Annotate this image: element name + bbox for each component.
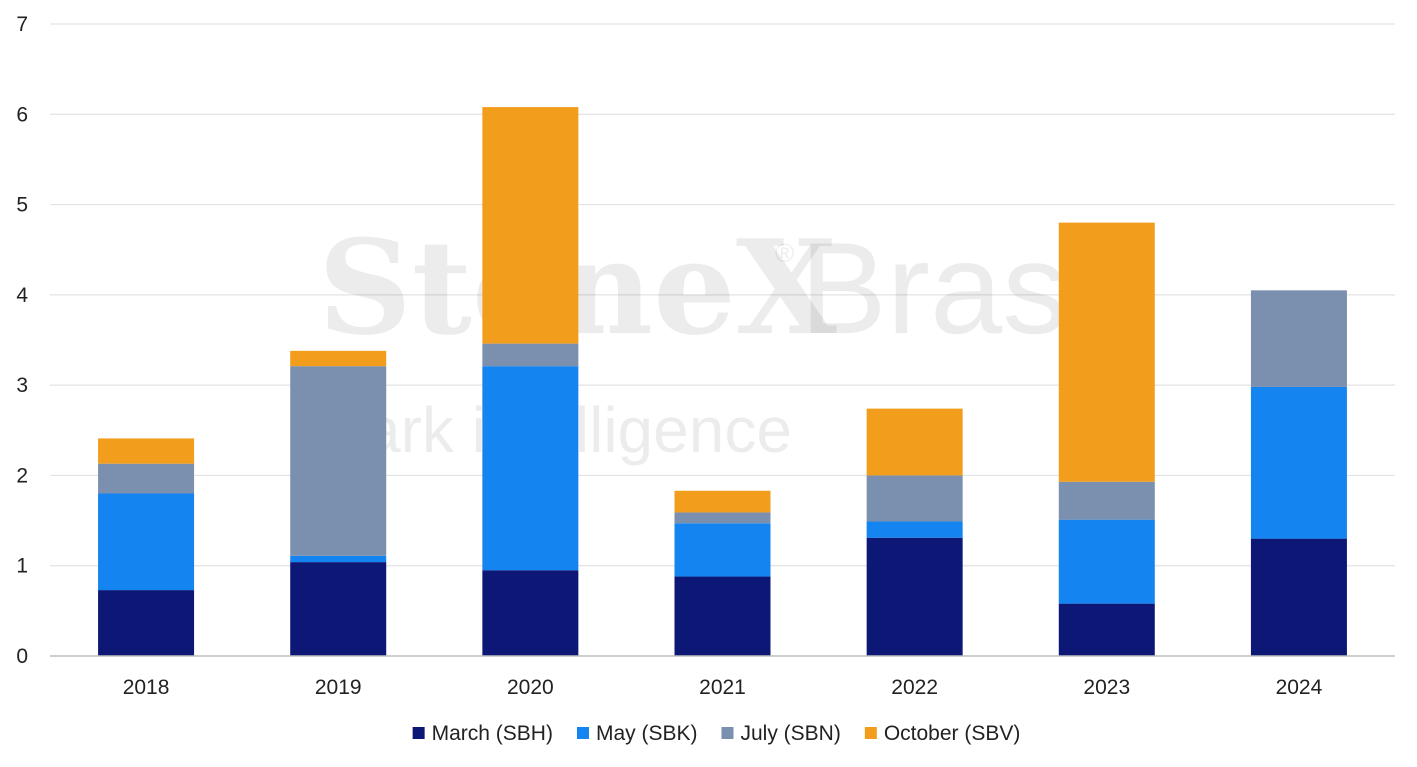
y-tick-label: 5 <box>16 194 28 217</box>
bar-segment-2021-3 <box>674 512 771 524</box>
y-tick-label: 7 <box>16 13 28 36</box>
bar-segment-2020-1 <box>482 570 579 656</box>
legend: March (SBH) May (SBK) July (SBN) October (S… <box>412 722 1021 745</box>
bar-segment-2020-4 <box>482 107 579 344</box>
bar-segment-2023-1 <box>1058 603 1155 656</box>
bar-segment-2022-3 <box>866 475 963 522</box>
y-tick-label: 2 <box>16 464 28 487</box>
bar-segment-2023-3 <box>1058 481 1155 520</box>
bar-segment-2019-1 <box>290 562 387 656</box>
bar-segment-2024-3 <box>1250 290 1347 387</box>
bar-segment-2020-3 <box>482 343 579 367</box>
bars <box>98 107 1347 656</box>
bar-segment-2020-2 <box>482 366 579 571</box>
bar-segment-2018-4 <box>98 438 195 464</box>
bar-segment-2024-1 <box>1250 538 1347 656</box>
x-tick-label: 2018 <box>123 676 170 699</box>
bar-segment-2019-4 <box>290 350 387 367</box>
y-tick-label: 3 <box>16 374 28 397</box>
bar-segment-2024-2 <box>1250 386 1347 539</box>
x-tick-label: 2019 <box>315 676 362 699</box>
y-tick-label: 6 <box>16 103 28 126</box>
watermark-tagline: ark intelligence <box>365 394 792 466</box>
x-tick-label: 2021 <box>699 676 746 699</box>
watermark-brand-suffix: Bras <box>800 215 1067 361</box>
x-tick-label: 2020 <box>507 676 554 699</box>
bar-segment-2021-2 <box>674 523 771 577</box>
bar-segment-2022-4 <box>866 408 963 476</box>
watermark-registered-mark: ® <box>775 238 794 268</box>
bar-segment-2018-3 <box>98 463 195 494</box>
legend-swatch <box>412 727 425 739</box>
bar-segment-2023-2 <box>1058 519 1155 604</box>
bar-segment-2021-1 <box>674 576 771 656</box>
bar-segment-2019-2 <box>290 555 387 563</box>
bar-segment-2023-4 <box>1058 222 1155 482</box>
bar-segment-2021-4 <box>674 490 771 513</box>
legend-label: May (SBK) <box>596 722 698 745</box>
bar-segment-2022-1 <box>866 537 963 656</box>
x-tick-label: 2024 <box>1276 676 1323 699</box>
legend-label: October (SBV) <box>884 722 1021 745</box>
x-tick-label: 2022 <box>891 676 938 699</box>
legend-swatch <box>864 727 877 739</box>
x-tick-label: 2023 <box>1083 676 1130 699</box>
y-tick-label: 1 <box>16 555 28 578</box>
legend-swatch <box>721 727 734 739</box>
bar-segment-2018-1 <box>98 590 195 656</box>
axes: 0 1 2 3 4 5 6 7 2018 2019 2020 2021 2022 2023 2024 <box>16 13 1395 699</box>
bar-segment-2022-2 <box>866 521 963 538</box>
bar-segment-2019-3 <box>290 366 387 556</box>
y-tick-label: 0 <box>16 645 28 668</box>
bar-segment-2018-2 <box>98 493 195 591</box>
gridlines <box>50 23 1395 567</box>
legend-label: March (SBH) <box>432 722 553 745</box>
legend-swatch <box>576 727 589 739</box>
y-tick-label: 4 <box>16 284 28 307</box>
legend-label: July (SBN) <box>740 722 840 745</box>
